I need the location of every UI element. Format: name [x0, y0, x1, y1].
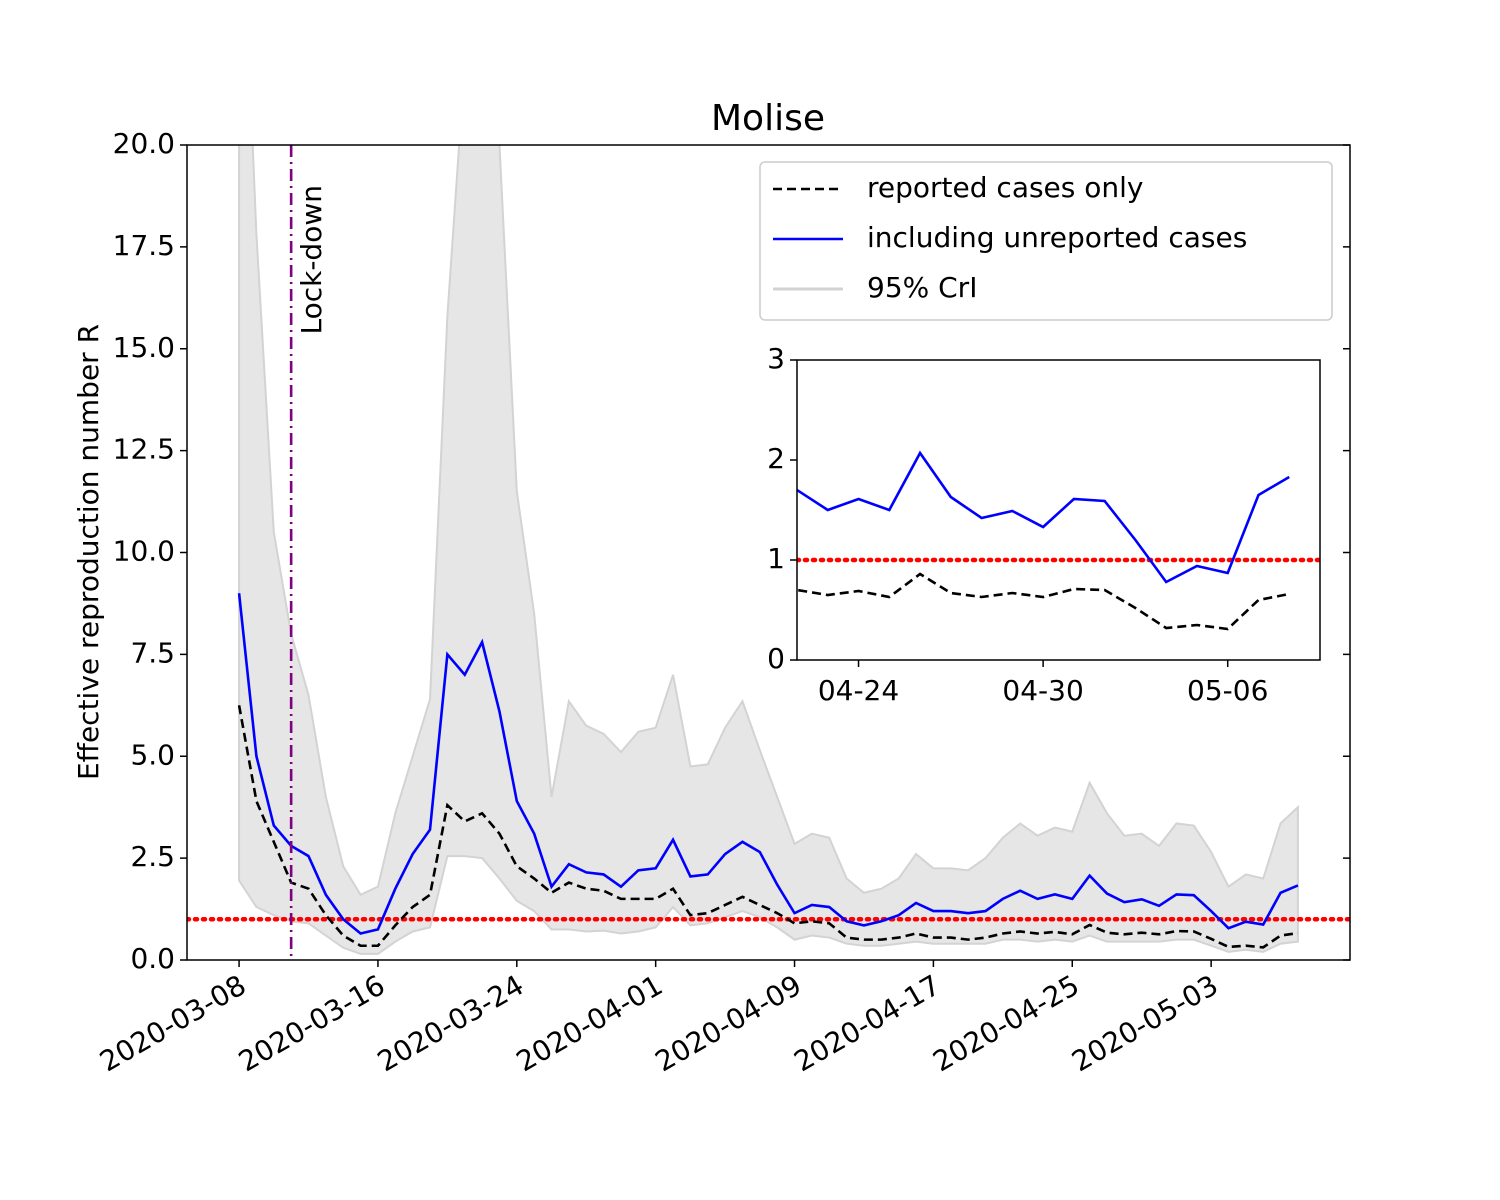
plot-content: [187, 145, 1350, 960]
x-tick-label: 2020-04-25: [927, 968, 1084, 1078]
plot-frame: [796, 359, 1321, 661]
x-tick-label: 2020-03-08: [94, 968, 251, 1078]
y-tick-label: 15.0: [113, 331, 175, 364]
x-tick-label: 2020-04-17: [788, 968, 945, 1078]
y-axis-label: Effective reproduction number R: [72, 324, 105, 780]
plot-area: [797, 360, 1320, 660]
credible-band: [238, 145, 1299, 955]
y-tick-label: 12.5: [113, 433, 175, 466]
x-tick-label: 2020-03-16: [233, 968, 390, 1078]
y-tick-label: 0: [767, 642, 785, 675]
y-tick-label: 5.0: [130, 738, 175, 771]
y-tick-label: 2: [767, 442, 785, 475]
legend-label: reported cases only: [867, 171, 1144, 204]
x-tick-label: 2020-03-24: [372, 968, 529, 1078]
x-tick-label: 2020-05-03: [1066, 968, 1223, 1078]
y-tick-label: 1: [767, 542, 785, 575]
y-tick-label: 17.5: [113, 229, 175, 262]
y-tick-label: 0.0: [130, 942, 175, 975]
legend-label: including unreported cases: [867, 221, 1247, 254]
chart-title: Molise: [711, 98, 825, 139]
y-tick-label: 3: [767, 342, 785, 375]
y-tick-label: 20.0: [113, 127, 175, 160]
y-tick-label: 7.5: [130, 636, 175, 669]
x-tick-label: 05-06: [1187, 674, 1268, 707]
y-tick-label: 10.0: [113, 535, 175, 568]
x-tick-label: 04-30: [1002, 674, 1083, 707]
x-tick-label: 2020-04-09: [650, 968, 807, 1078]
legend-label: 95% CrI: [867, 271, 977, 304]
x-tick-label: 2020-04-01: [511, 968, 668, 1078]
event-label: Lock-down: [295, 185, 328, 335]
plot-content: [797, 450, 1320, 631]
series-line: [797, 450, 1290, 584]
x-tick-label: 04-24: [818, 674, 899, 707]
legend-box: [759, 161, 1333, 321]
y-tick-label: 2.5: [130, 840, 175, 873]
series-line: [237, 705, 1299, 949]
series-line: [237, 593, 1299, 935]
